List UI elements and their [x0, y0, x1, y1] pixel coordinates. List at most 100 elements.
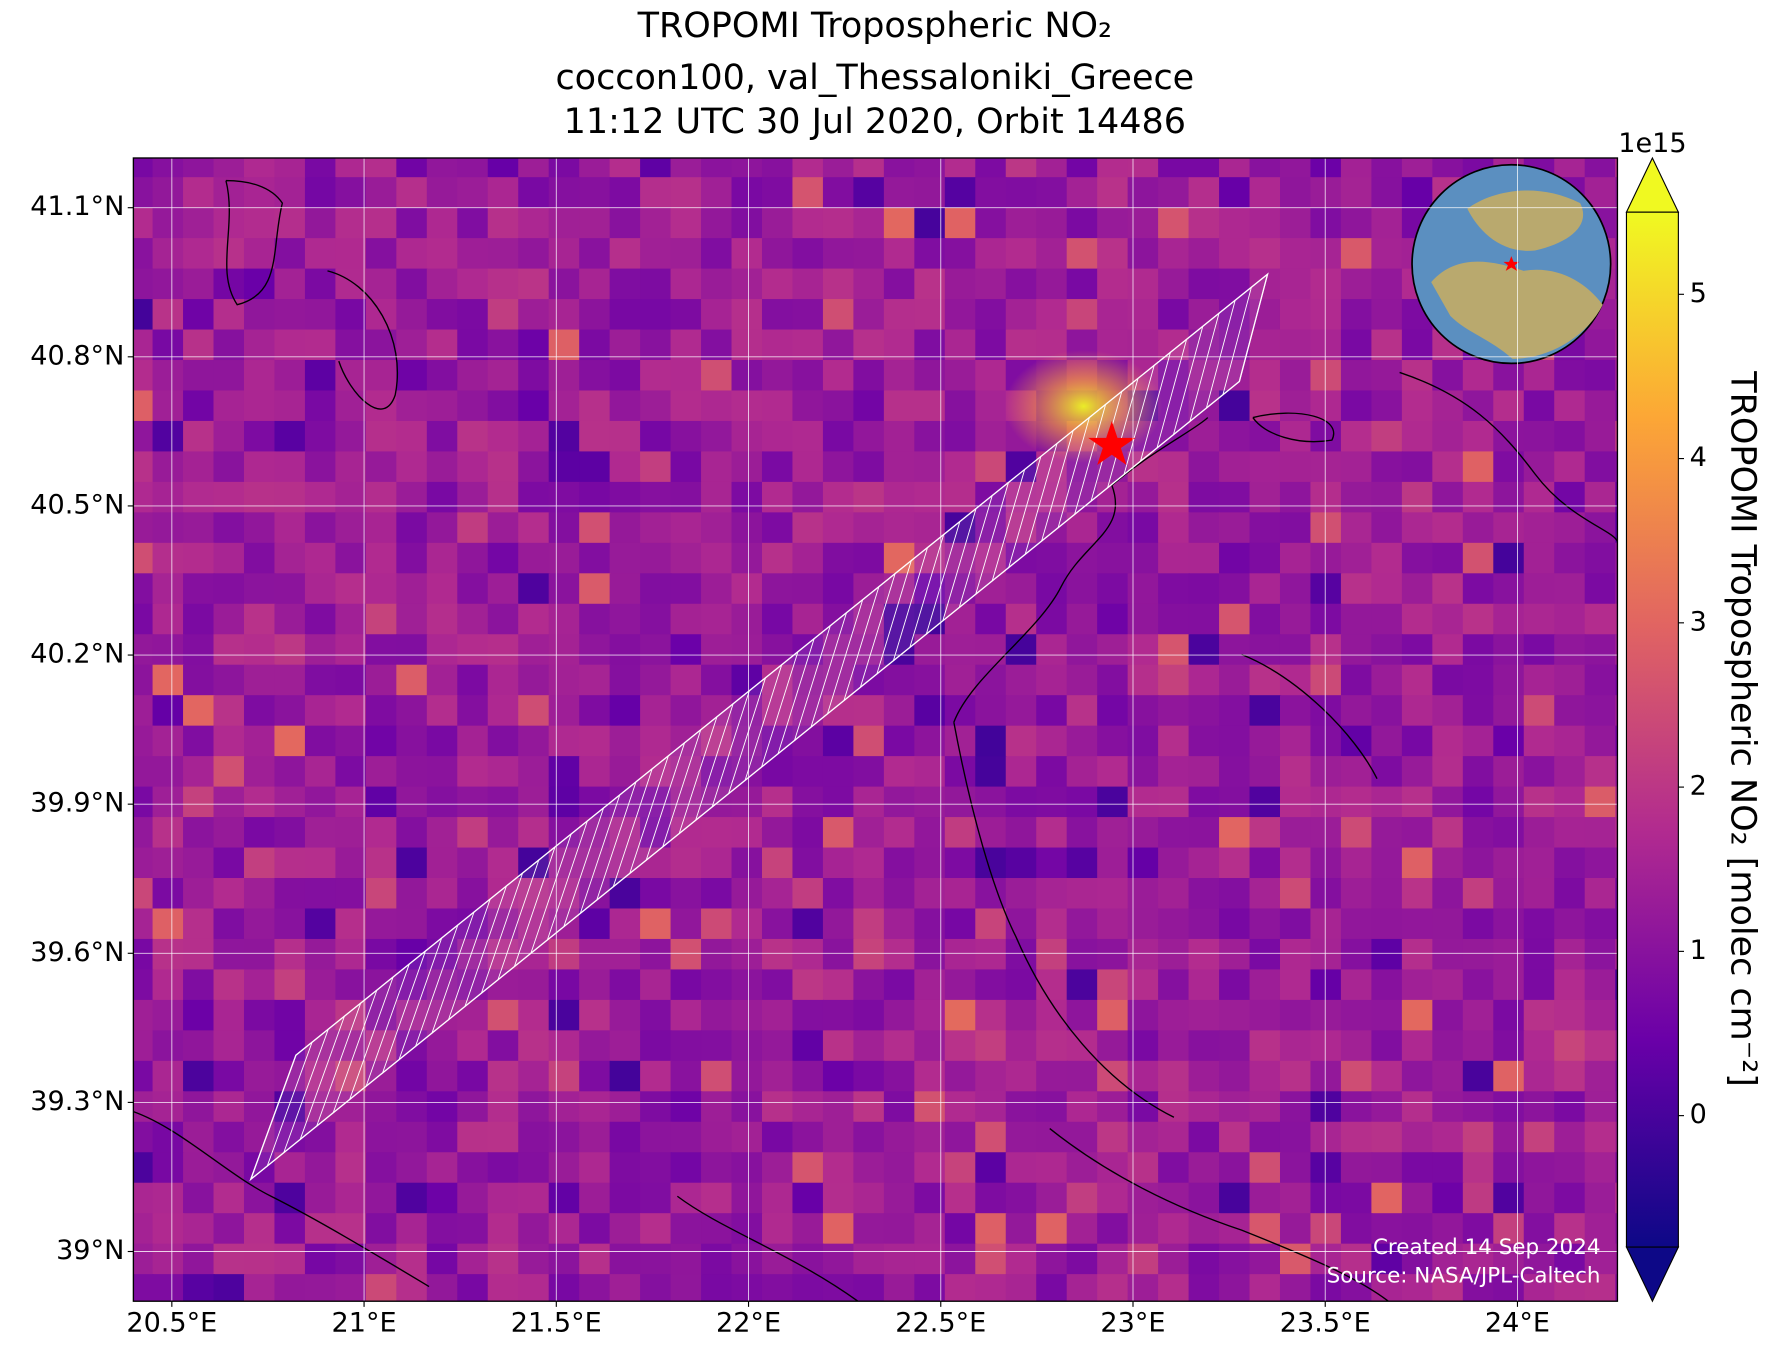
field-cell — [1523, 969, 1556, 1002]
field-cell — [579, 725, 611, 758]
field-cell — [335, 664, 367, 697]
field-cell — [213, 1091, 246, 1123]
field-cell — [1219, 1152, 1251, 1184]
field-cell — [1188, 969, 1221, 1002]
field-cell — [304, 908, 337, 941]
credit: Source: NASA/JPL-Caltech — [1327, 1263, 1601, 1288]
field-cell — [1615, 157, 1618, 179]
field-cell — [1584, 817, 1617, 849]
field-cell — [213, 420, 246, 453]
field-cell — [183, 512, 215, 544]
field-cell — [761, 756, 794, 788]
field-cell — [1127, 1213, 1160, 1245]
field-cell — [243, 603, 276, 636]
field-cell — [518, 1274, 550, 1302]
field-cell — [1036, 756, 1068, 788]
field-cell — [426, 908, 459, 941]
field-cell — [1493, 1091, 1525, 1123]
field-cell — [518, 786, 550, 819]
field-cell — [1340, 603, 1373, 636]
field-cell — [1310, 157, 1343, 179]
field-cell — [731, 1213, 764, 1245]
field-cell — [396, 573, 428, 605]
field-cell — [426, 542, 459, 575]
field-cell — [1249, 725, 1282, 758]
field-cell — [1127, 786, 1160, 819]
field-cell — [761, 1152, 794, 1184]
x-tick-label: 22.5°E — [895, 1307, 986, 1338]
field-cell — [274, 299, 307, 331]
field-cell — [640, 268, 672, 301]
field-cell — [335, 207, 367, 240]
field-cell — [1097, 878, 1129, 910]
field-cell — [426, 207, 459, 240]
field-cell — [1462, 634, 1495, 666]
footprint-edge — [942, 508, 977, 621]
field-cell — [1158, 177, 1190, 209]
field-cell — [487, 1274, 520, 1302]
field-cell — [609, 207, 642, 240]
field-cell — [1340, 817, 1373, 849]
field-cell — [518, 725, 550, 758]
field-cell — [761, 1243, 794, 1276]
field-cell — [1066, 1274, 1099, 1302]
y-tick-label: 39°N — [56, 1235, 124, 1266]
field-cell — [183, 390, 215, 423]
field-cell — [365, 177, 398, 209]
field-cell — [944, 299, 977, 331]
field-cell — [579, 1121, 611, 1154]
field-cell — [701, 1030, 733, 1062]
field-cell — [335, 725, 367, 758]
field-cell — [1005, 207, 1038, 240]
field-cell — [1005, 573, 1038, 605]
field-cell — [426, 756, 459, 788]
field-cell — [183, 1091, 215, 1123]
field-cell — [548, 512, 581, 544]
field-cell — [1310, 1182, 1343, 1215]
field-cell — [822, 664, 855, 697]
field-cell — [335, 268, 367, 301]
field-cell — [1188, 634, 1221, 666]
field-cell — [213, 481, 246, 514]
field-cell — [1097, 999, 1129, 1032]
field-cell — [1279, 847, 1312, 880]
field-cell — [883, 1274, 916, 1302]
field-cell — [335, 695, 367, 727]
field-cell — [548, 207, 581, 240]
field-cell — [518, 1152, 550, 1184]
field-cell — [1523, 1121, 1556, 1154]
field-cell — [1279, 908, 1312, 941]
field-cell — [426, 817, 459, 849]
field-cell — [183, 878, 215, 910]
field-cell — [883, 329, 916, 362]
footprint-edge — [678, 716, 718, 834]
field-cell — [731, 603, 764, 636]
field-cell — [487, 1060, 520, 1093]
field-cell — [152, 1121, 185, 1154]
field-cell — [213, 847, 246, 880]
field-cell — [457, 664, 489, 697]
field-cell — [579, 481, 611, 514]
field-cell — [1401, 1182, 1434, 1215]
field-cell — [792, 573, 825, 605]
field-cell — [1371, 1274, 1404, 1302]
field-cell — [1066, 878, 1099, 910]
field-cell — [304, 207, 337, 240]
field-cell — [426, 634, 459, 666]
field-cell — [1219, 360, 1251, 392]
field-cell — [579, 756, 611, 788]
field-cell — [609, 481, 642, 514]
field-cell — [609, 512, 642, 544]
field-cell — [975, 725, 1007, 758]
field-cell — [1279, 756, 1312, 788]
field-cell — [701, 268, 733, 301]
field-cell — [944, 725, 977, 758]
field-cell — [579, 207, 611, 240]
field-cell — [670, 451, 703, 484]
field-cell — [243, 512, 276, 544]
field-cell — [152, 999, 185, 1032]
field-cell — [304, 938, 337, 971]
field-cell — [426, 969, 459, 1002]
field-cell — [640, 177, 672, 209]
field-cell — [518, 603, 550, 636]
